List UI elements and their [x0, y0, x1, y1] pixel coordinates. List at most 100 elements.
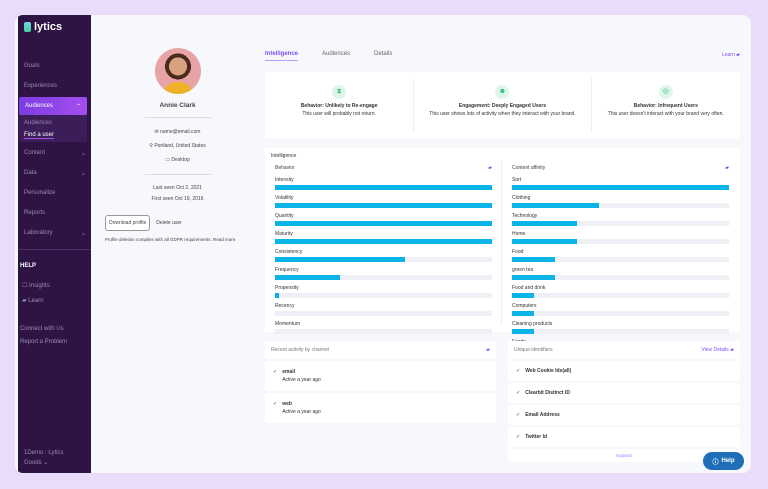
report-link[interactable]: Report a Problem: [20, 339, 68, 345]
hourglass-icon: ⧗: [332, 85, 347, 99]
metric-bar-track: [512, 329, 729, 334]
sidebar-subitem-find-user[interactable]: Find a user: [24, 132, 55, 139]
sidebar-item-audiences[interactable]: Audiences ⌃: [19, 97, 87, 115]
chevron-down-icon: ⌄: [80, 171, 86, 177]
metric-bar-fill: [275, 239, 492, 244]
download-profile-button[interactable]: Download profile: [105, 215, 151, 231]
metric-row: Sort: [512, 177, 729, 190]
envelope-icon: ✉: [154, 129, 161, 135]
metric-label: Intensity: [275, 177, 294, 183]
check-icon: ✓: [516, 390, 521, 396]
panel-header: Recent activity by channel ▰: [265, 341, 496, 359]
monitor-icon: ▭: [165, 157, 172, 163]
profile-name: Annie Clark: [159, 102, 196, 109]
learn-link[interactable]: Learn ▰: [721, 52, 740, 58]
sidebar-item-insights[interactable]: ☐ Insights: [22, 283, 50, 289]
chevron-down-icon: ⌄: [80, 151, 86, 157]
metric-bar-fill: [512, 329, 534, 334]
account-name[interactable]: 1Demo : Lytics: [24, 450, 64, 456]
check-icon: ✓: [516, 412, 521, 418]
metric-bar-track: [275, 239, 492, 244]
graduation-cap-icon: ▰: [22, 298, 29, 304]
metric-row: Home: [512, 231, 729, 244]
segment-card: ⧗ Behavior: Unlikely to Re-engage This use…: [265, 78, 415, 132]
expand-button[interactable]: Expand: [508, 449, 740, 462]
lytics-logo-icon: [24, 22, 31, 32]
metric-bar-fill: [512, 239, 578, 244]
metric-label: green tea: [512, 267, 534, 273]
metric-bar-track: [512, 311, 729, 316]
segment-cards: ⧗ Behavior: Unlikely to Re-engage This use…: [265, 72, 740, 138]
metric-label: Volatility: [275, 195, 294, 201]
metric-bar-fill: [275, 275, 341, 280]
segment-card: ☻ Engagement: Deeply Engaged Users This us…: [414, 78, 592, 132]
tab-details[interactable]: Details: [374, 51, 393, 57]
identifier-item[interactable]: ✓ Clearbit Distinct ID: [508, 383, 740, 403]
tab-audiences[interactable]: Audiences: [322, 51, 351, 57]
lightbulb-icon: ☐: [22, 283, 30, 289]
avatar: [154, 48, 201, 94]
sidebar-item-laboratory[interactable]: Laboratory ⌄: [24, 230, 86, 237]
metric-row: Computers: [512, 303, 729, 316]
divider: [18, 249, 91, 250]
metric-row: Clothing: [512, 195, 729, 208]
help-button[interactable]: ⓘ Help: [703, 452, 744, 470]
metric-label: Maturity: [275, 231, 293, 237]
metric-row: Volatility: [275, 195, 492, 208]
metric-row: Frequency: [275, 267, 492, 280]
metric-bar-track: [275, 311, 492, 316]
metric-bar-track: [512, 203, 729, 208]
metric-label: Frequency: [275, 267, 299, 273]
sidebar-item-experiences[interactable]: Experiences: [24, 83, 58, 89]
view-details-link[interactable]: View Details: [701, 347, 729, 353]
connect-link[interactable]: Connect with Us: [20, 326, 64, 332]
first-seen: First seen Oct 19, 2016: [151, 196, 204, 202]
sidebar-item-learn[interactable]: ▰ Learn: [22, 298, 44, 304]
account-switcher[interactable]: Goods ⌄: [24, 460, 49, 466]
graduation-cap-icon[interactable]: ▰: [486, 347, 490, 353]
metric-bar-track: [275, 257, 492, 262]
metric-bar-fill: [512, 203, 599, 208]
sidebar-item-reports[interactable]: Reports: [24, 210, 46, 216]
metric-bar-fill: [512, 293, 534, 298]
metric-label: Quantity: [275, 213, 294, 219]
graduation-cap-icon[interactable]: ▰: [725, 165, 729, 171]
intelligence-panel: Intelligence Behavior ▰ Intensity Volatili…: [265, 148, 740, 352]
check-icon: ✓: [516, 434, 521, 440]
graduation-cap-icon[interactable]: ▰: [488, 165, 492, 171]
identifier-item[interactable]: ✓ Twitter Id: [508, 427, 740, 447]
intelligence-title: Intelligence: [271, 153, 297, 159]
sidebar-item-data[interactable]: Data ⌄: [24, 170, 86, 177]
metric-label: Cleaning products: [512, 321, 553, 327]
question-circle-icon: ⓘ: [712, 459, 719, 466]
tab-bar: Intelligence Audiences Details: [265, 51, 392, 61]
metric-bar-track: [275, 221, 492, 226]
sidebar-item-goals[interactable]: Goals: [24, 63, 40, 69]
identifier-item[interactable]: ✓ Email Address: [508, 405, 740, 425]
sidebar-item-content[interactable]: Content ⌄: [24, 150, 86, 157]
sidebar-subitem-audiences[interactable]: Audiences: [24, 120, 53, 126]
metric-bar-track: [512, 239, 729, 244]
graduation-cap-icon: ▰: [736, 52, 740, 58]
sidebar-item-personalize[interactable]: Personalize: [24, 190, 56, 196]
activity-item: ✓ email Active a year ago: [265, 361, 496, 391]
metric-bar-fill: [275, 185, 492, 190]
metric-row: Quantity: [275, 213, 492, 226]
gdpr-note[interactable]: Profile deletion complies with all GDPR …: [105, 237, 237, 242]
identifier-item[interactable]: ✓ Web Cookie Ids(all): [508, 361, 740, 381]
delete-user-button[interactable]: Delete user: [156, 220, 182, 226]
metric-bar-fill: [275, 257, 406, 262]
divider: [501, 160, 502, 325]
profile-device: ▭ Desktop: [165, 157, 190, 163]
panel-header: Unique identifiers View Details ▰: [508, 341, 740, 359]
chevron-down-icon: ⌄: [80, 231, 86, 237]
metric-row: Consistency: [275, 249, 492, 262]
metric-bar-fill: [512, 311, 534, 316]
metric-label: Food and drink: [512, 285, 546, 291]
metric-bar-fill: [275, 203, 492, 208]
metric-label: Technology: [512, 213, 538, 219]
metric-label: Clothing: [512, 195, 531, 201]
tab-intelligence[interactable]: Intelligence: [265, 51, 299, 61]
metric-label: Momentum: [275, 321, 301, 327]
check-icon: ✓: [273, 401, 278, 407]
